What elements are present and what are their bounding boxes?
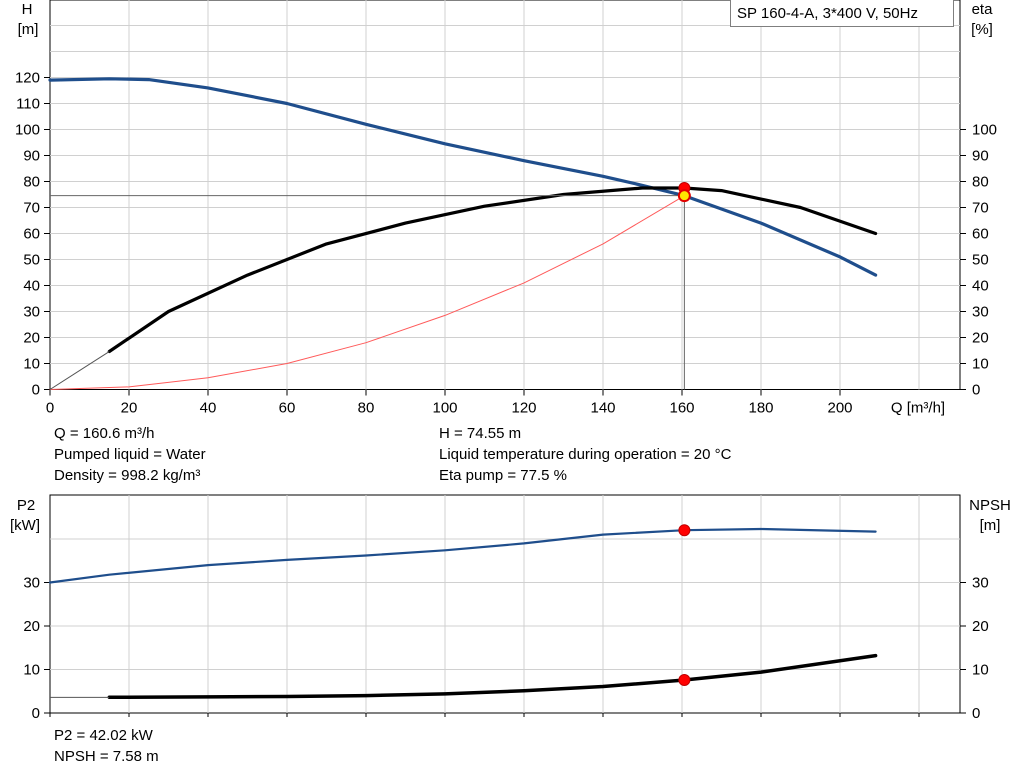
- y-tick-label-right: 0: [972, 382, 980, 399]
- y-tick-label-left: 90: [23, 148, 40, 165]
- x-tick-label: 0: [46, 400, 54, 417]
- info-eta: Eta pump = 77.5 %: [439, 467, 567, 484]
- y-axis-title-right: NPSH: [969, 497, 1011, 514]
- y-tick-label-right: 80: [972, 174, 989, 191]
- op-point-p2: [678, 524, 691, 537]
- y-tick-label-left: 120: [15, 70, 40, 87]
- y-axis-title-left: H: [22, 1, 33, 18]
- y-tick-label-right: 70: [972, 200, 989, 217]
- y-tick-label-right: 10: [972, 662, 989, 679]
- y-tick-label-left: 70: [23, 200, 40, 217]
- x-axis-title: Q [m³/h]: [891, 400, 945, 417]
- y-tick-label-right: 10: [972, 356, 989, 373]
- y-axis-title-right: eta: [972, 1, 994, 18]
- series-line-2: [107, 186, 878, 354]
- y-tick-label-left: 110: [16, 96, 40, 113]
- info-bottom: P2 = 42.02 kW NPSH = 7.58 m: [54, 725, 159, 767]
- x-tick-label: 200: [827, 400, 852, 417]
- y-tick-label-left: 20: [23, 330, 40, 347]
- x-tick-label: 100: [432, 400, 457, 417]
- series-line-3: [49, 195, 685, 390]
- y-tick-label-left: 30: [23, 304, 40, 321]
- y-tick-label-left: 10: [23, 356, 40, 373]
- legend-title-box: SP 160-4-A, 3*400 V, 50Hz: [730, 0, 954, 27]
- x-tick-label: 120: [511, 400, 536, 417]
- x-tick-label: 140: [590, 400, 615, 417]
- y-tick-label-left: 60: [23, 226, 40, 243]
- op-point-npsh: [678, 674, 691, 687]
- y-tick-label-right: 100: [972, 122, 997, 139]
- y-tick-label-left: 20: [23, 618, 40, 635]
- info-left-top: Q = 160.6 m³/h Pumped liquid = Water Den…: [54, 423, 206, 486]
- y-tick-label-left: 80: [23, 174, 40, 191]
- y-tick-label-right: 20: [972, 330, 989, 347]
- y-tick-label-right: 40: [972, 278, 989, 295]
- eta-curve-extension: [49, 351, 110, 390]
- x-tick-label: 80: [358, 400, 375, 417]
- y-axis-title-left: P2: [17, 497, 35, 514]
- y-tick-label-right: 30: [972, 575, 989, 592]
- p2-curve-extension: [49, 574, 110, 583]
- x-tick-label: 40: [200, 400, 217, 417]
- y-tick-label-left: 30: [23, 575, 40, 592]
- y-tick-label-right: 0: [972, 705, 980, 722]
- y-tick-label-right: 50: [972, 252, 989, 269]
- x-tick-label: 20: [121, 400, 138, 417]
- legend-title: SP 160-4-A, 3*400 V, 50Hz: [737, 5, 918, 22]
- info-p2: P2 = 42.02 kW: [54, 727, 153, 744]
- info-temp: Liquid temperature during operation = 20…: [439, 446, 732, 463]
- plot-frame: [49, 0, 961, 390]
- info-density: Density = 998.2 kg/m³: [54, 467, 201, 484]
- info-liquid: Pumped liquid = Water: [54, 446, 206, 463]
- y-axis-unit-right: [%]: [971, 21, 993, 38]
- series-line-2: [107, 653, 878, 700]
- y-tick-label-right: 30: [972, 304, 989, 321]
- x-tick-label: 60: [279, 400, 296, 417]
- op-point-head: [677, 189, 691, 203]
- series-line-1: [48, 77, 878, 277]
- info-right-top: H = 74.55 m Liquid temperature during op…: [439, 423, 731, 486]
- y-tick-label-left: 0: [32, 382, 40, 399]
- series-line-1: [48, 527, 877, 584]
- x-tick-label: 160: [669, 400, 694, 417]
- y-tick-label-left: 10: [23, 662, 40, 679]
- y-tick-label-left: 100: [15, 122, 40, 139]
- y-tick-label-left: 40: [23, 278, 40, 295]
- plot-frame: [49, 494, 961, 714]
- x-tick-label: 180: [748, 400, 773, 417]
- info-h: H = 74.55 m: [439, 425, 522, 442]
- info-npsh: NPSH = 7.58 m: [54, 748, 159, 765]
- y-tick-label-left: 50: [23, 252, 40, 269]
- y-tick-label-right: 20: [972, 618, 989, 635]
- info-q: Q = 160.6 m³/h: [54, 425, 155, 442]
- h-curve-extension: [49, 78, 110, 81]
- y-axis-unit-right: [m]: [980, 517, 1001, 534]
- y-axis-unit-left: [m]: [18, 21, 39, 38]
- y-tick-label-right: 60: [972, 226, 989, 243]
- y-axis-unit-left: [kW]: [10, 517, 40, 534]
- y-tick-label-left: 0: [32, 705, 40, 722]
- y-tick-label-right: 90: [972, 148, 989, 165]
